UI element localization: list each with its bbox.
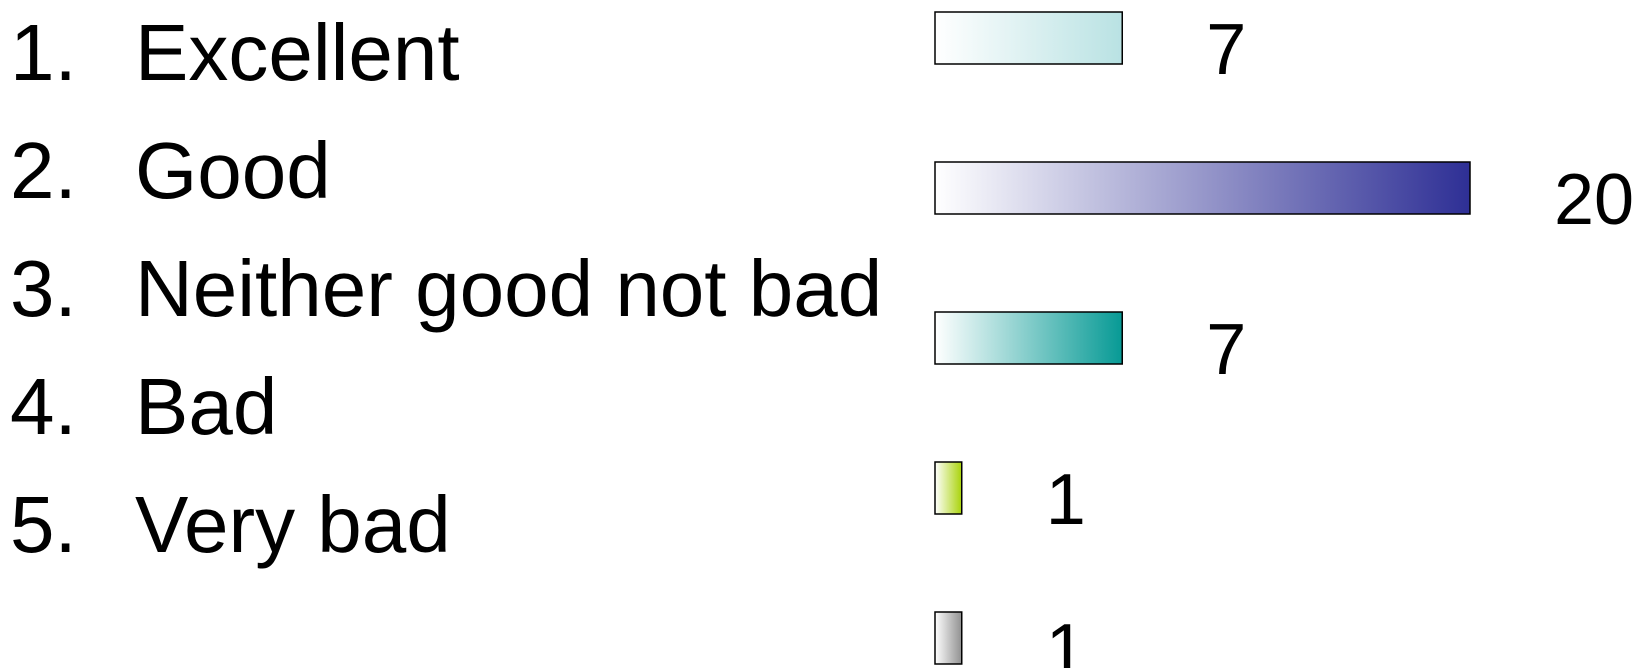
- option-label: Neither good not bad: [135, 244, 883, 333]
- option-label: Very bad: [135, 480, 451, 569]
- bar-1: [934, 11, 1123, 65]
- option-label: Good: [135, 126, 331, 215]
- bar-value-label-1: 7: [1206, 10, 1246, 90]
- option-number: 1.: [10, 8, 77, 97]
- bar-value-label-3: 7: [1206, 310, 1246, 390]
- option-number: 4.: [10, 362, 77, 451]
- bar-value-label-5: 1: [1046, 610, 1086, 668]
- bar-value-label-4: 1: [1046, 460, 1086, 540]
- option-label: Excellent: [135, 8, 460, 97]
- bar-2: [934, 161, 1471, 215]
- bar-value-label-2: 20: [1554, 160, 1634, 240]
- option-number: 3.: [10, 244, 77, 333]
- option-label: Bad: [135, 362, 278, 451]
- bar-3: [934, 311, 1123, 365]
- bar-5: [934, 611, 963, 665]
- bar-4: [934, 461, 963, 515]
- answer-options-list: 1. Excellent 2. Good 3. Neither good not…: [10, 8, 883, 569]
- option-number: 5.: [10, 480, 77, 569]
- option-number: 2.: [10, 126, 77, 215]
